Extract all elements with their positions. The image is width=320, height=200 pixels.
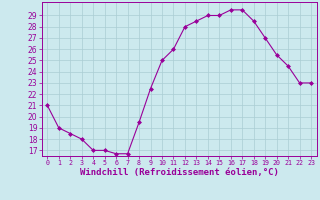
- X-axis label: Windchill (Refroidissement éolien,°C): Windchill (Refroidissement éolien,°C): [80, 168, 279, 177]
